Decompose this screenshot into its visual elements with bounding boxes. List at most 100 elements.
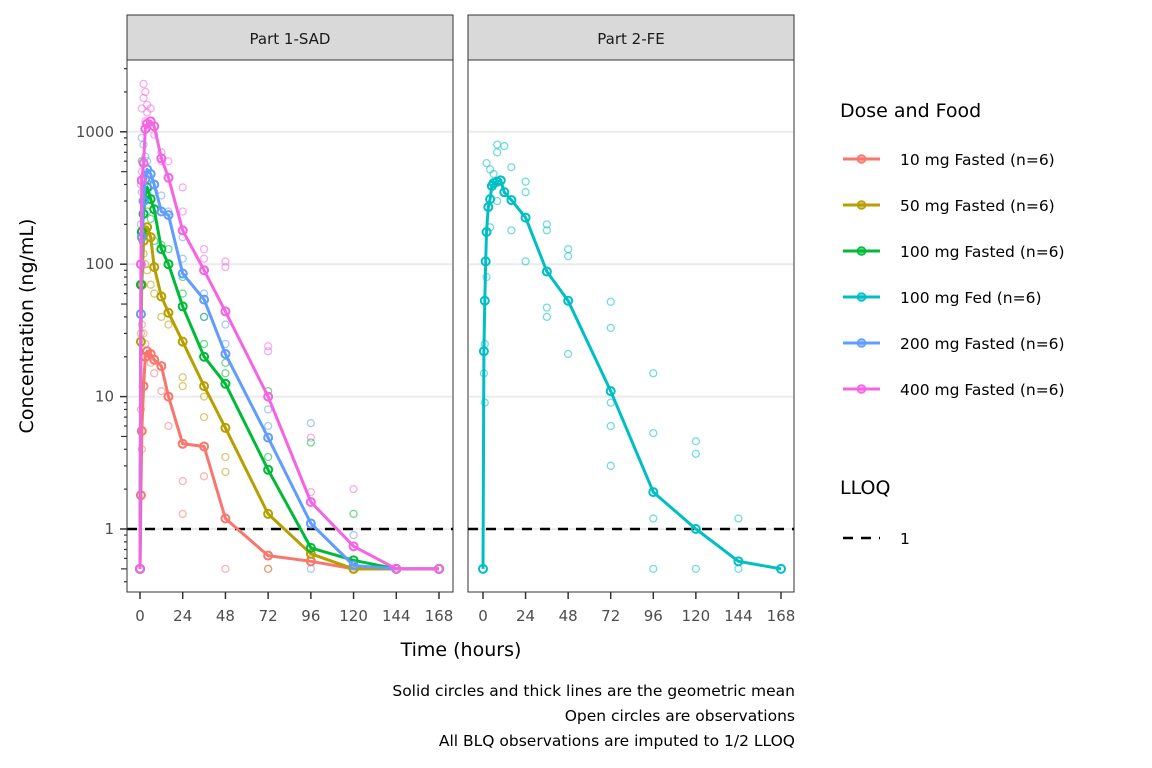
- mean-point: [563, 295, 574, 306]
- legend-entry: 50 mg Fasted (n=6): [843, 197, 1055, 215]
- x-tick-label: 24: [173, 607, 192, 625]
- observation-point: [263, 421, 273, 431]
- observation-point: [606, 323, 615, 333]
- legend-entry: 400 mg Fasted (n=6): [843, 381, 1065, 399]
- x-tick-label: 96: [644, 607, 663, 625]
- mean-point: [690, 524, 701, 534]
- observation-point: [691, 449, 701, 458]
- observation-point: [221, 262, 230, 272]
- observation-point: [691, 564, 701, 574]
- mean-point: [199, 265, 210, 276]
- mean-point: [138, 196, 149, 207]
- legend-key-point: [856, 292, 867, 302]
- x-tick-label: 72: [259, 607, 278, 625]
- mean-point: [263, 432, 274, 443]
- observation-point: [649, 514, 658, 523]
- observation-point: [542, 303, 552, 312]
- x-tick-label: 24: [516, 607, 535, 625]
- legend-entry: 200 mg Fasted (n=6): [843, 335, 1065, 353]
- mean-point: [480, 256, 491, 267]
- mean-point: [733, 556, 744, 567]
- panel-strip-2-label: Part 2-FE: [597, 30, 664, 48]
- mean-point: [149, 262, 160, 273]
- observation-point: [178, 381, 187, 391]
- observation-point: [178, 183, 187, 192]
- panel-strip-2: [467, 14, 795, 61]
- observation-point: [178, 476, 187, 486]
- observation-point: [164, 320, 173, 329]
- caption-line-2: Open circles are observations: [565, 707, 795, 725]
- observation-point: [221, 257, 230, 266]
- mean-point: [163, 259, 174, 270]
- y-tick-label: 100: [85, 255, 114, 273]
- observation-point: [542, 312, 552, 322]
- observation-point: [263, 564, 273, 574]
- observation-point: [178, 373, 187, 382]
- mean-point: [145, 169, 156, 180]
- mean-point: [177, 336, 188, 347]
- observation-point: [178, 509, 187, 519]
- mean-point: [485, 194, 496, 205]
- mean-point: [140, 123, 151, 134]
- x-tick-label: 0: [478, 607, 488, 625]
- mean-point: [305, 548, 316, 559]
- y-tick-label: 1: [104, 520, 114, 538]
- mean-point: [163, 210, 174, 221]
- observation-point: [507, 226, 516, 235]
- mean-point: [220, 348, 231, 359]
- legend-key-point: [856, 384, 867, 394]
- legend-key-point: [856, 246, 867, 256]
- mean-point: [481, 227, 492, 238]
- mean-point: [220, 513, 231, 524]
- mean-point: [348, 560, 359, 571]
- mean-point: [648, 487, 659, 498]
- mean-point: [348, 541, 359, 552]
- x-tick-label: 168: [425, 607, 454, 625]
- mean-point: [305, 518, 316, 529]
- x-tick-label: 48: [216, 607, 235, 625]
- mean-point: [605, 386, 616, 397]
- panel-plot-area-2: [467, 59, 795, 593]
- observation-point: [199, 339, 209, 349]
- x-tick-label: 96: [301, 607, 320, 625]
- x-tick-label: 72: [601, 607, 620, 625]
- mean-line: [138, 119, 439, 571]
- mean-line: [138, 349, 439, 571]
- mean-point: [220, 422, 231, 433]
- panel-1-mean-lines: [135, 116, 444, 574]
- mean-point: [776, 563, 786, 574]
- observation-point: [563, 349, 573, 359]
- observation-point: [263, 405, 273, 414]
- legend-label: 400 mg Fasted (n=6): [900, 381, 1065, 399]
- mean-point: [220, 378, 231, 389]
- observation-point: [221, 320, 230, 329]
- observation-point: [263, 342, 273, 351]
- mean-point: [495, 175, 506, 186]
- panel-1-x-axis: 0 24 48 72 96 120 144 168: [135, 592, 453, 625]
- x-axis-title: Time (hours): [400, 639, 522, 661]
- mean-point: [156, 153, 167, 164]
- x-tick-label: 168: [767, 607, 796, 625]
- legend-label: 100 mg Fed (n=6): [900, 289, 1042, 307]
- legend-label: 10 mg Fasted (n=6): [900, 151, 1055, 169]
- observation-point: [146, 104, 155, 113]
- observation-point: [563, 252, 573, 261]
- caption-line-1: Solid circles and thick lines are the ge…: [392, 682, 795, 700]
- lloq-legend-label: 1: [900, 530, 910, 548]
- mean-point: [149, 121, 160, 132]
- mean-point: [434, 563, 444, 574]
- observation-point: [734, 514, 743, 523]
- observation-point: [157, 386, 166, 396]
- mean-point: [541, 266, 552, 277]
- observation-point: [137, 157, 146, 166]
- observation-point: [649, 428, 658, 438]
- mean-point: [263, 550, 274, 561]
- mean-point: [163, 307, 174, 318]
- legend-label: 50 mg Fasted (n=6): [900, 197, 1055, 215]
- observation-point: [146, 280, 155, 289]
- mean-point: [156, 244, 167, 255]
- observation-point: [199, 254, 209, 263]
- mean-point: [478, 346, 489, 357]
- observation-point: [263, 347, 273, 356]
